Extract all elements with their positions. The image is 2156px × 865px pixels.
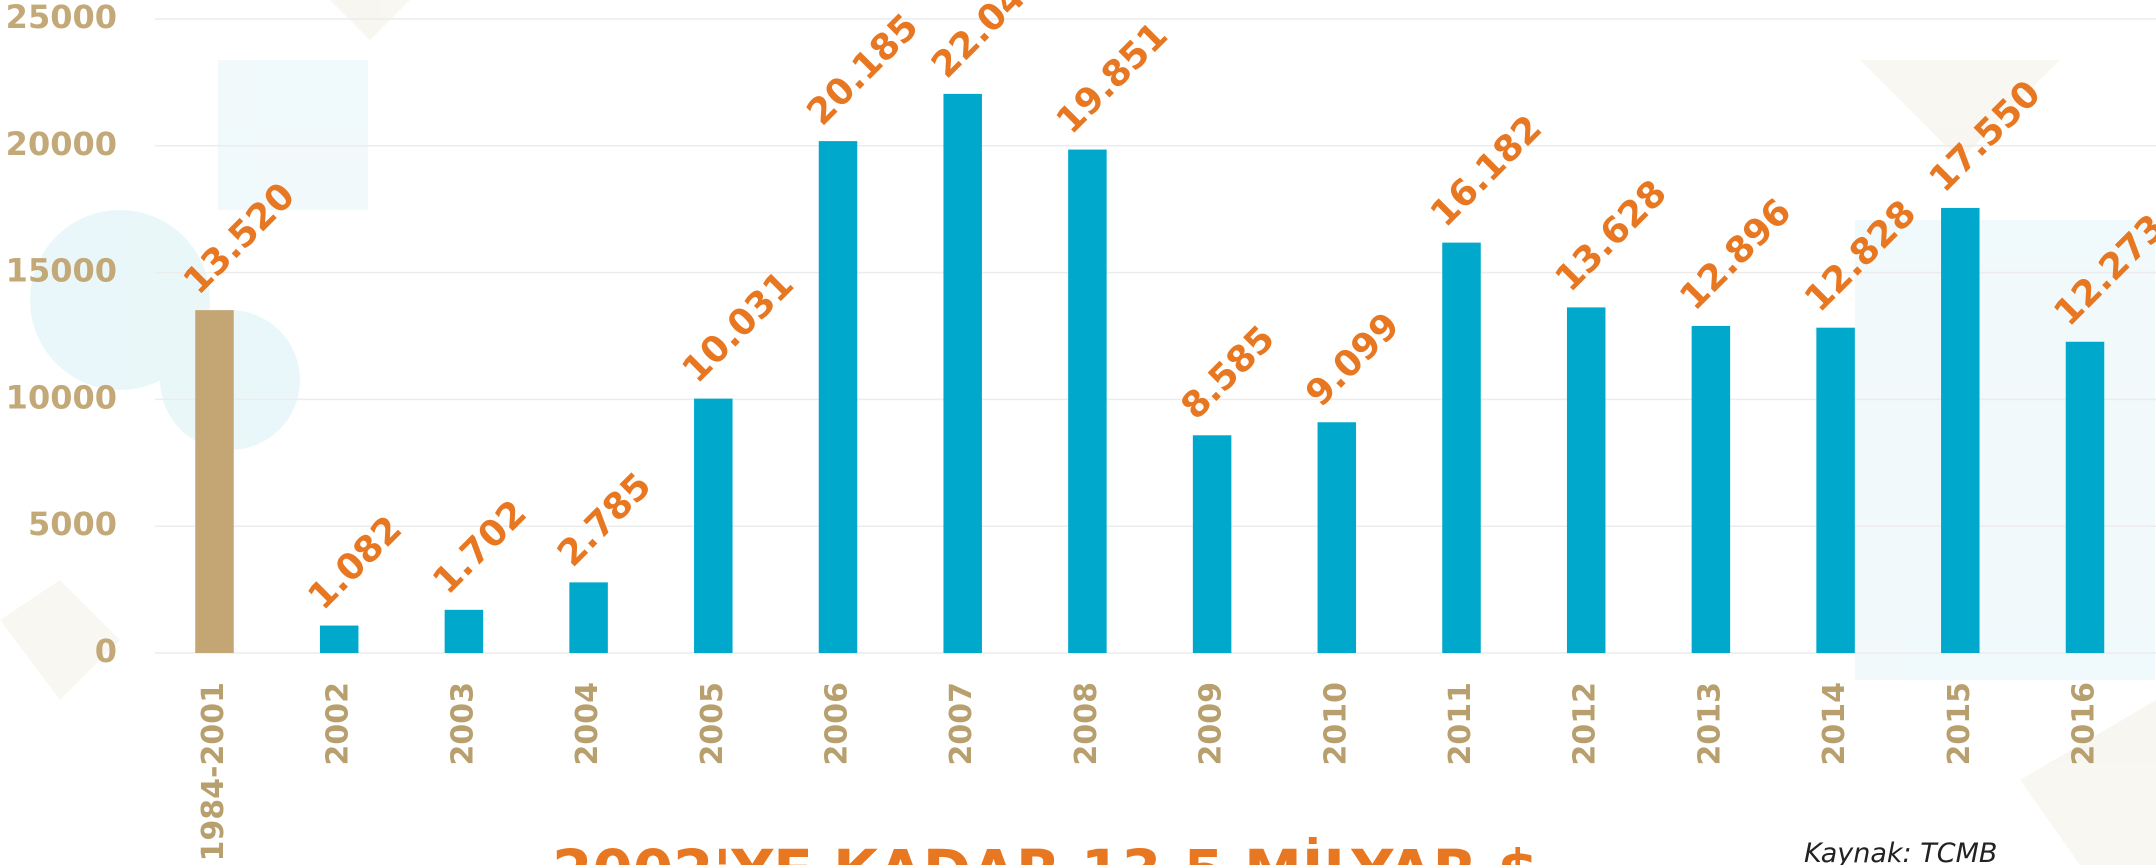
- bar: [195, 310, 234, 653]
- bar: [319, 625, 359, 653]
- y-tick-label: 20000: [6, 125, 117, 163]
- x-tick-label: 2012: [1568, 682, 1603, 766]
- value-label: 9.099: [1298, 305, 1408, 415]
- bar: [1941, 207, 1980, 653]
- value-label: 22.047: [924, 0, 1051, 86]
- x-tick-label: 1984-2001: [196, 682, 231, 861]
- bar: [694, 398, 733, 653]
- x-tick-label: 2008: [1069, 682, 1104, 766]
- x-tick-label: 2010: [1318, 682, 1353, 766]
- bar: [444, 609, 484, 653]
- bar: [1691, 325, 1731, 653]
- chart-title: 2002'YE KADAR 13,5 MİLYAR $: [552, 836, 1538, 865]
- x-tick-label: 2009: [1194, 682, 1229, 766]
- y-tick-label: 0: [95, 632, 117, 670]
- value-label: 13.628: [1548, 173, 1675, 300]
- x-tick-label: 2011: [1443, 682, 1478, 766]
- value-label: 12.896: [1672, 191, 1799, 318]
- value-label: 10.031: [675, 264, 802, 391]
- bar: [1068, 149, 1107, 653]
- bar: [1566, 307, 1606, 653]
- bar: [943, 93, 982, 654]
- value-label: 1.702: [425, 493, 535, 603]
- source-note: Kaynak: TCMB: [1804, 838, 1997, 865]
- value-label: 20.185: [799, 6, 926, 133]
- bar: [1317, 422, 1357, 653]
- value-label: 8.585: [1173, 318, 1283, 428]
- bar: [818, 141, 858, 653]
- x-tick-label: 2004: [570, 682, 605, 766]
- bar: [1816, 327, 1855, 653]
- x-tick-label: 2014: [1817, 682, 1852, 766]
- x-tick-label: 2005: [695, 682, 730, 766]
- value-label: 1.082: [301, 508, 411, 618]
- y-tick-label: 15000: [6, 252, 117, 290]
- x-tick-label: 2006: [820, 682, 855, 766]
- x-tick-label: 2007: [944, 682, 979, 766]
- y-tick-label: 5000: [28, 505, 117, 543]
- bar: [1442, 242, 1481, 653]
- x-tick-label: 2002: [321, 682, 356, 766]
- y-tick-label: 25000: [6, 0, 117, 36]
- bar: [1192, 435, 1232, 653]
- value-label: 19.851: [1049, 15, 1176, 142]
- x-tick-label: 2003: [445, 682, 480, 766]
- y-tick-label: 10000: [6, 378, 117, 416]
- x-tick-label: 2015: [1942, 682, 1977, 766]
- bar: [2065, 341, 2105, 653]
- value-label: 16.182: [1423, 108, 1550, 235]
- bar: [569, 582, 608, 653]
- x-tick-label: 2016: [2067, 682, 2102, 766]
- x-tick-label: 2013: [1692, 682, 1727, 766]
- value-label: 2.785: [550, 465, 660, 575]
